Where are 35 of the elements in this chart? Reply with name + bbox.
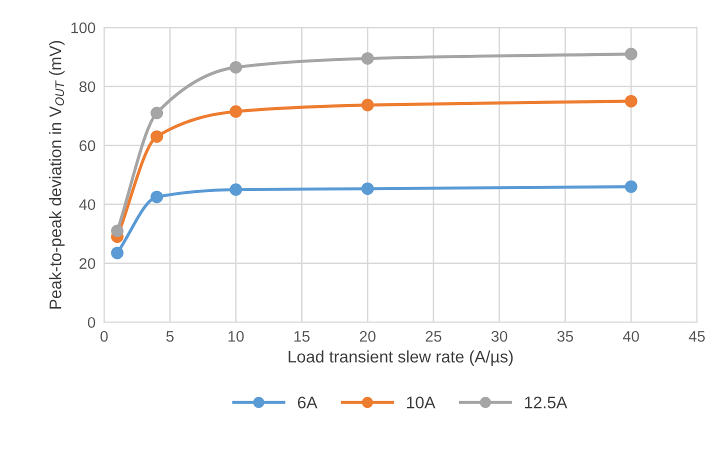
point [230, 61, 242, 74]
legend-label: 6A [298, 396, 318, 408]
x-tick-label: 40 [622, 330, 639, 342]
legend-label: 12.5A [525, 396, 568, 408]
y-axis-title: Peak-to-peak deviation in V$_{OUT}$ (mV) [49, 40, 65, 309]
x-tick-label: 30 [491, 330, 508, 342]
y-tick-label: 0 [88, 317, 96, 328]
legend-label: 10A [407, 396, 436, 408]
point [624, 48, 638, 60]
y-tick-label: 20 [80, 258, 96, 269]
y-tick-label: 60 [80, 140, 96, 152]
point [150, 106, 164, 120]
point [624, 180, 638, 193]
x-tick-label: 10 [228, 330, 244, 342]
x-tick-label: 0 [100, 330, 108, 342]
point [361, 52, 374, 65]
y-tick-label: 80 [79, 81, 96, 92]
x-tick-label: 45 [688, 331, 705, 342]
x-tick-label: 5 [166, 331, 174, 342]
point [624, 94, 638, 108]
x-axis-title: Load transient slew rate (A/µs) [288, 350, 513, 366]
point [150, 130, 164, 143]
x-tick-label: 25 [426, 330, 442, 342]
x-tick-label: 35 [557, 330, 574, 342]
x-tick-label: 15 [294, 331, 310, 342]
point [111, 224, 124, 238]
y-tick-label: 100 [71, 22, 96, 34]
point [361, 98, 374, 112]
point [111, 246, 124, 260]
x-tick-label: 20 [360, 330, 376, 342]
y-tick-label: 40 [79, 199, 96, 210]
point [230, 183, 242, 196]
point [230, 105, 242, 118]
point [150, 190, 164, 204]
point [361, 182, 374, 195]
